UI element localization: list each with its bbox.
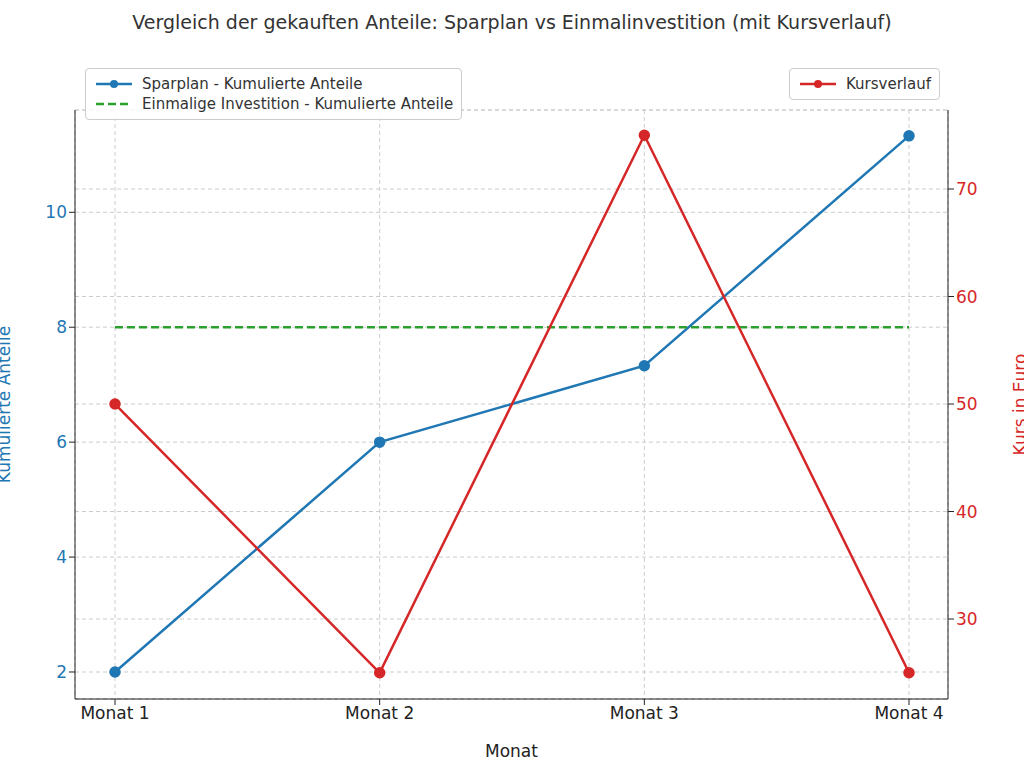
svg-text:4: 4 xyxy=(56,547,67,567)
html-text:Kursverlauf: Kursverlauf xyxy=(846,75,931,93)
svg-text:50: 50 xyxy=(956,394,978,414)
html-text:Einmalige Investition - Kumuli: Einmalige Investition - Kumulierte Antei… xyxy=(142,95,454,113)
svg-text:40: 40 xyxy=(956,502,978,522)
svg-text:Monat 3: Monat 3 xyxy=(610,703,679,723)
svg-text:8: 8 xyxy=(56,317,67,337)
svg-text:Monat 2: Monat 2 xyxy=(345,703,414,723)
svg-text:30: 30 xyxy=(956,609,978,629)
svg-text:Monat 4: Monat 4 xyxy=(874,703,943,723)
svg-text:6: 6 xyxy=(56,432,67,452)
svg-text:2: 2 xyxy=(56,662,67,682)
svg-text:70: 70 xyxy=(956,179,978,199)
html-text:Sparplan - Kumulierte Anteile: Sparplan - Kumulierte Anteile xyxy=(142,75,363,93)
svg-text:Monat 1: Monat 1 xyxy=(80,703,149,723)
svg-text:60: 60 xyxy=(956,287,978,307)
svg-text:Monat: Monat xyxy=(485,741,538,761)
svg-text:Kumulierte Anteile: Kumulierte Anteile xyxy=(8,326,14,483)
html-text:Vergleich der gekauften Anteil: Vergleich der gekauften Anteile: Sparpla… xyxy=(132,11,892,33)
svg-text:10: 10 xyxy=(45,202,67,222)
svg-text:Kurs in Euro: Kurs in Euro xyxy=(1010,354,1016,456)
